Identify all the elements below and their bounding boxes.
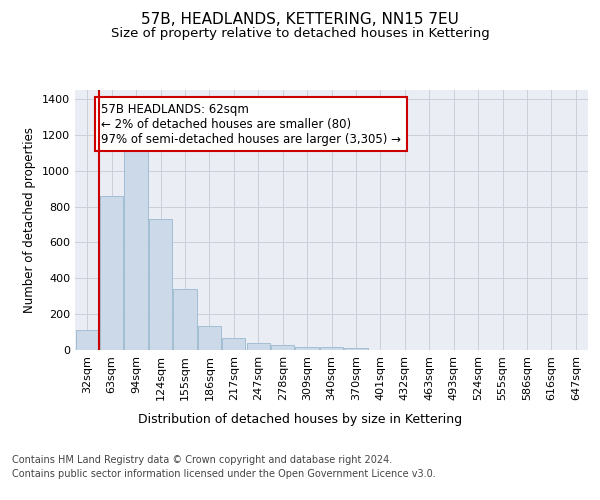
Bar: [295, 347, 319, 350]
Bar: [222, 338, 245, 350]
Bar: [76, 330, 99, 350]
Bar: [344, 348, 368, 350]
Bar: [198, 326, 221, 350]
Text: 57B, HEADLANDS, KETTERING, NN15 7EU: 57B, HEADLANDS, KETTERING, NN15 7EU: [141, 12, 459, 28]
Bar: [100, 196, 123, 350]
Bar: [173, 289, 197, 350]
Text: Contains HM Land Registry data © Crown copyright and database right 2024.: Contains HM Land Registry data © Crown c…: [12, 455, 392, 465]
Text: Contains public sector information licensed under the Open Government Licence v3: Contains public sector information licen…: [12, 469, 436, 479]
Bar: [149, 219, 172, 350]
Text: 57B HEADLANDS: 62sqm
← 2% of detached houses are smaller (80)
97% of semi-detach: 57B HEADLANDS: 62sqm ← 2% of detached ho…: [101, 102, 401, 146]
Y-axis label: Number of detached properties: Number of detached properties: [23, 127, 37, 313]
Text: Distribution of detached houses by size in Kettering: Distribution of detached houses by size …: [138, 412, 462, 426]
Text: Size of property relative to detached houses in Kettering: Size of property relative to detached ho…: [110, 28, 490, 40]
Bar: [271, 345, 294, 350]
Bar: [320, 348, 343, 350]
Bar: [124, 148, 148, 350]
Bar: [247, 343, 270, 350]
